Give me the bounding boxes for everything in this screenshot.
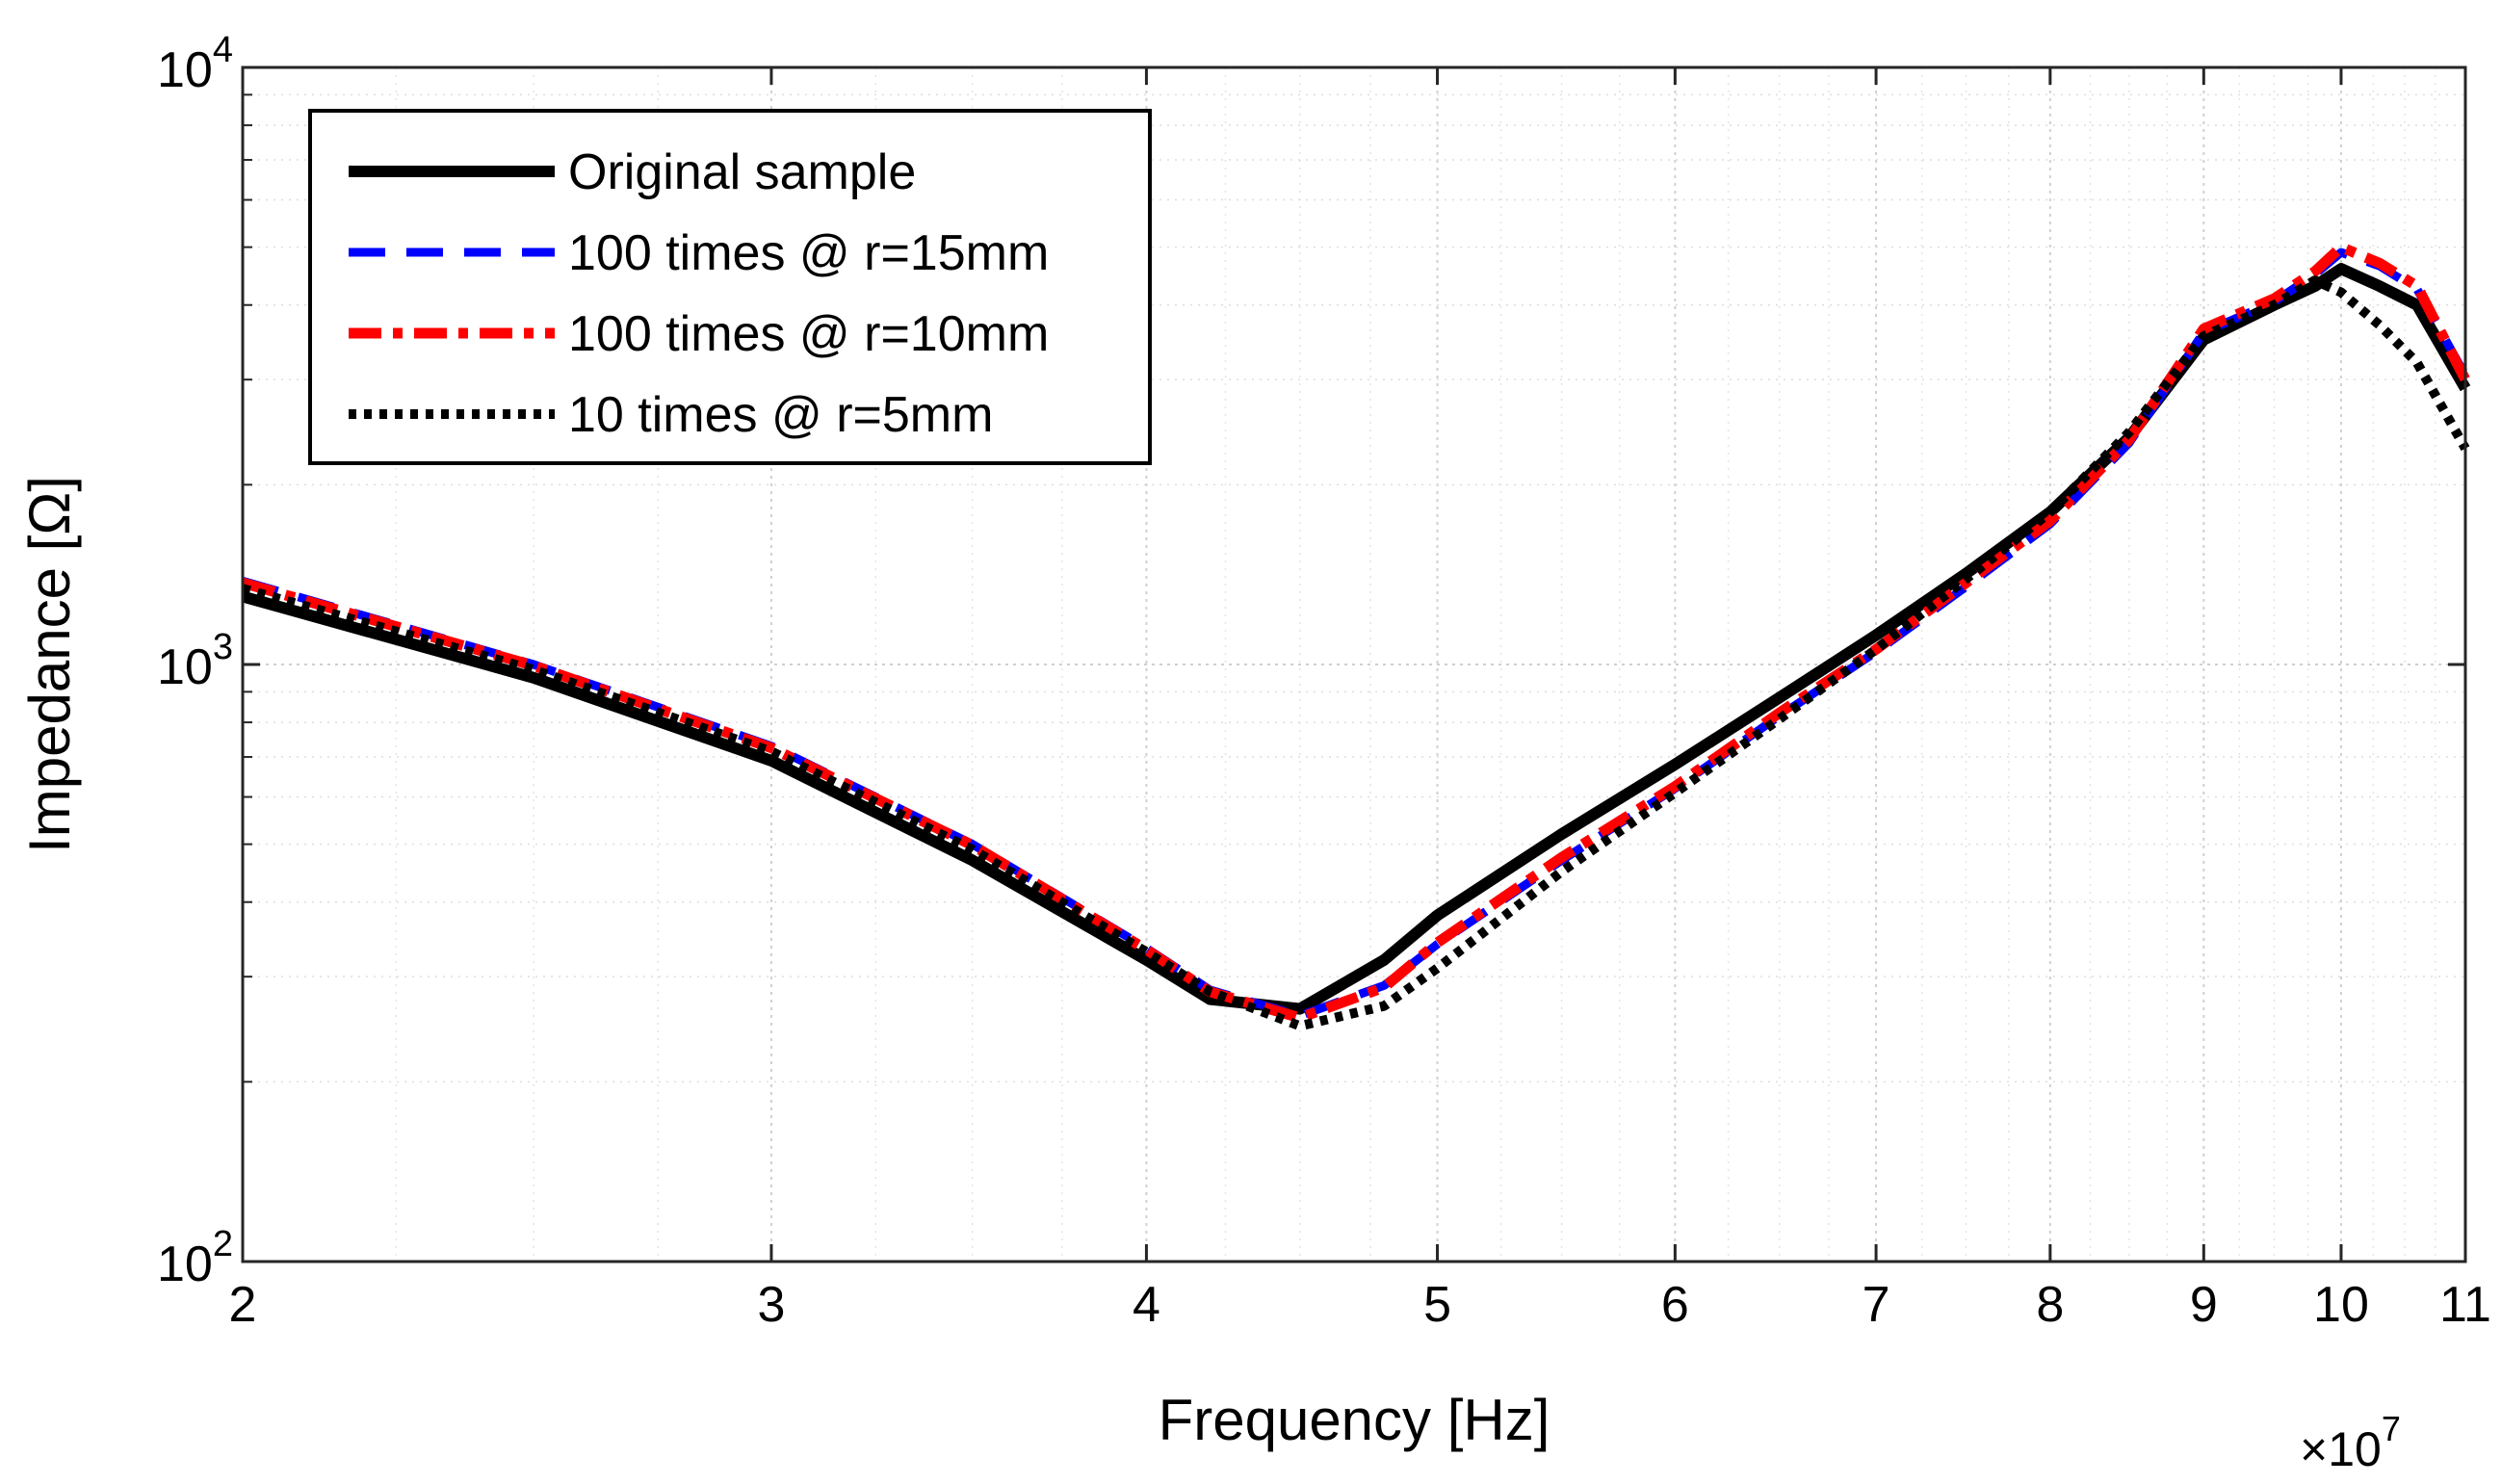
- x-tick-label: 5: [1423, 1277, 1451, 1333]
- y-tick-label: 103: [157, 627, 233, 695]
- x-tick-label: 3: [757, 1277, 785, 1333]
- series-line-4: [241, 275, 2470, 1031]
- data-series-group: [241, 242, 2471, 1031]
- x-tick-label: 6: [1661, 1277, 1689, 1333]
- y-tick-label: 104: [157, 30, 233, 98]
- x-tick-label: 9: [2190, 1277, 2218, 1333]
- y-tick-exponent: 3: [213, 627, 233, 667]
- legend-label-1: Original sample: [568, 144, 916, 200]
- x-axis-label: Frequency [Hz]: [1159, 1388, 1550, 1452]
- legend-label-3: 100 times @ r=10mm: [568, 306, 1049, 362]
- x-tick-label: 11: [2439, 1277, 2491, 1333]
- x-tick-label: 2: [229, 1277, 257, 1333]
- y-tick-base: 10: [157, 639, 213, 695]
- x-multiplier-exponent: 7: [2382, 1409, 2401, 1448]
- y-tick-base: 10: [157, 42, 213, 98]
- y-tick-exponent: 2: [213, 1224, 233, 1264]
- x-tick-label: 7: [1863, 1277, 1890, 1333]
- y-tick-label: 102: [157, 1224, 233, 1292]
- x-tick-label: 10: [2313, 1277, 2369, 1333]
- x-multiplier-base: ×10: [2300, 1422, 2382, 1476]
- series-line-1: [241, 263, 2471, 1015]
- series-line-3: [241, 242, 2470, 1024]
- legend-entries: Original sample 100 times @ r=15mm 100 tim…: [349, 144, 1049, 443]
- x-axis-multiplier: ×107: [2300, 1409, 2401, 1476]
- x-tick-label: 4: [1133, 1277, 1160, 1333]
- x-tick-label: 8: [2036, 1277, 2064, 1333]
- y-tick-base: 10: [157, 1237, 213, 1292]
- legend-label-2: 100 times @ r=15mm: [568, 225, 1049, 281]
- y-tick-exponent: 4: [213, 30, 233, 70]
- y-axis-label: Impedance [Ω]: [17, 476, 82, 853]
- legend: Original sample 100 times @ r=15mm 100 tim…: [308, 109, 1152, 465]
- legend-label-4: 10 times @ r=5mm: [568, 387, 993, 443]
